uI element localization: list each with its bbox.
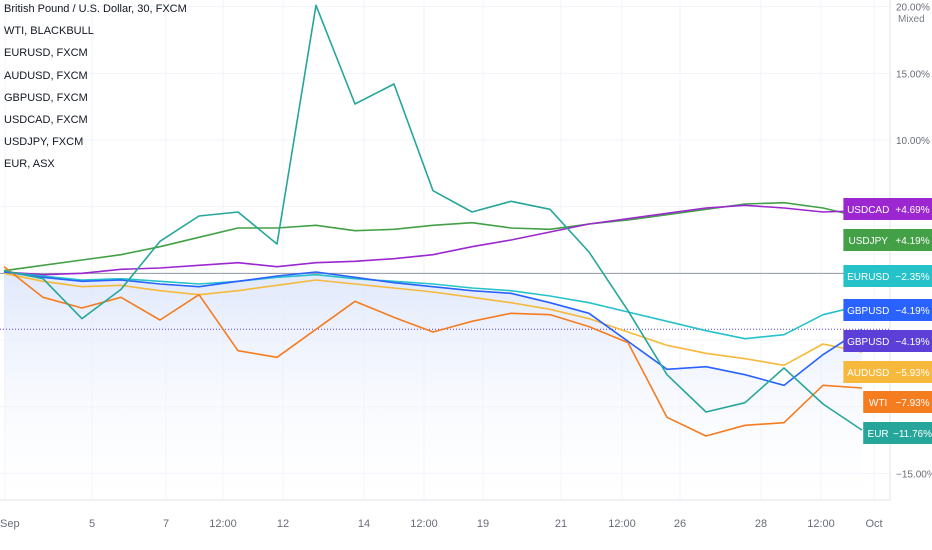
price-label-audusd: AUDUSD −5.93% [843, 361, 932, 383]
price-tick-label: −15.00% [896, 469, 932, 480]
price-label-value: +4.69% [895, 205, 929, 216]
price-label-value: +4.19% [895, 236, 929, 247]
price-label-value: −5.93% [895, 368, 929, 379]
price-label-value-bg [893, 198, 932, 220]
price-label-symbol-bg [843, 299, 893, 321]
price-label-symbol: USDCAD [847, 205, 889, 216]
time-tick-label: 14 [358, 518, 370, 530]
time-tick-label: 12:00 [410, 518, 438, 530]
price-label-symbol: GBPUSD [847, 306, 889, 317]
time-tick-label: 12:00 [807, 518, 835, 530]
price-label-symbol-bg [843, 361, 893, 383]
series-line [3, 201, 863, 272]
chart-legend: British Pound / U.S. Dollar, 30, FXCM WT… [4, 3, 187, 182]
price-tick-label: 15.00% [896, 69, 930, 80]
series-line [3, 271, 863, 340]
price-label-gbpusd: GBPUSD −4.19% [843, 330, 932, 352]
series-line [3, 266, 863, 437]
price-label-symbol-bg [843, 330, 893, 352]
time-tick-label: 12:00 [209, 518, 237, 530]
price-label-value-bg [893, 361, 932, 383]
price-label-value-bg [893, 229, 932, 251]
time-tick-label: 7 [163, 518, 169, 530]
series-lines [3, 4, 863, 437]
time-tick-label: 12 [277, 518, 289, 530]
price-label-value-bg [893, 330, 932, 352]
legend-item-usdjpy[interactable]: USDJPY, FXCM [4, 136, 84, 149]
price-tick-label: 20.00% [896, 3, 930, 14]
time-tick-label: 21 [555, 518, 567, 530]
price-label-value: −4.19% [895, 306, 929, 317]
price-label-value-bg [893, 299, 932, 321]
series-line [3, 204, 863, 276]
baseline-area-fill [4, 272, 862, 500]
legend-item-eurusd[interactable]: EURUSD, FXCM [4, 47, 88, 60]
time-axis[interactable]: Sep 5 7 12:00 12 14 12:00 19 21 12:00 26 28 12:00 Oct [0, 518, 883, 530]
price-label-symbol: EURUSD [847, 272, 889, 283]
price-label-symbol: AUDUSD [847, 368, 889, 379]
price-label-usdcad: USDCAD +4.69% [843, 198, 932, 220]
legend-item-eur[interactable]: EUR, ASX [4, 158, 55, 171]
price-label-value-bg [893, 391, 932, 413]
time-tick-label: 5 [89, 518, 95, 530]
price-label-symbol-bg [843, 198, 893, 220]
time-tick-label: 28 [755, 518, 767, 530]
price-tick-label: 10.00% [896, 136, 930, 147]
time-tick-label: Oct [865, 518, 882, 530]
legend-main-symbol[interactable]: British Pound / U.S. Dollar, 30, FXCM [4, 3, 187, 15]
time-tick-label: 19 [477, 518, 489, 530]
price-label-gbpusd: GBPUSD −4.19% [843, 299, 932, 321]
price-label-symbol: USDJPY [848, 236, 888, 247]
price-label-symbol: GBPUSD [847, 337, 889, 348]
legend-item-audusd[interactable]: AUDUSD, FXCM [4, 69, 88, 82]
price-label-value: −7.93% [895, 398, 929, 409]
price-label-value: −11.76% [893, 429, 932, 440]
legend-item-wti[interactable]: WTI, BLACKBULL [4, 25, 94, 38]
legend-item-gbpusd[interactable]: GBPUSD, FXCM [4, 91, 88, 104]
price-label-symbol: EUR [868, 429, 889, 440]
series-line [3, 272, 863, 367]
time-tick-label: 26 [674, 518, 686, 530]
price-label-value: −2.35% [895, 272, 929, 283]
price-label-symbol-bg [863, 391, 893, 413]
time-tick-label: Sep [0, 518, 20, 530]
price-label-eur: EUR −11.76% [863, 422, 932, 444]
price-labels: USDCAD +4.69% USDJPY +4.19% EURUSD −2.35% GBPU… [843, 198, 932, 444]
series-line [3, 271, 863, 387]
price-label-symbol-bg [863, 422, 893, 444]
price-label-usdjpy: USDJPY +4.19% [843, 229, 932, 251]
price-label-value-bg [893, 265, 932, 287]
price-label-value: −4.19% [895, 337, 929, 348]
price-label-symbol-bg [843, 229, 893, 251]
price-axis[interactable]: 20.00% 15.00% 10.00% −15.00% [896, 3, 932, 481]
scale-mode-label[interactable]: Mixed [898, 14, 925, 25]
price-label-value-bg [893, 422, 932, 444]
time-tick-label: 12:00 [608, 518, 636, 530]
legend-item-usdcad[interactable]: USDCAD, FXCM [4, 113, 88, 126]
price-label-eurusd: EURUSD −2.35% [843, 265, 932, 287]
price-label-symbol-bg [843, 265, 893, 287]
price-label-symbol: WTI [869, 398, 887, 409]
price-label-wti: WTI −7.93% [863, 391, 932, 413]
series-line [3, 4, 863, 431]
